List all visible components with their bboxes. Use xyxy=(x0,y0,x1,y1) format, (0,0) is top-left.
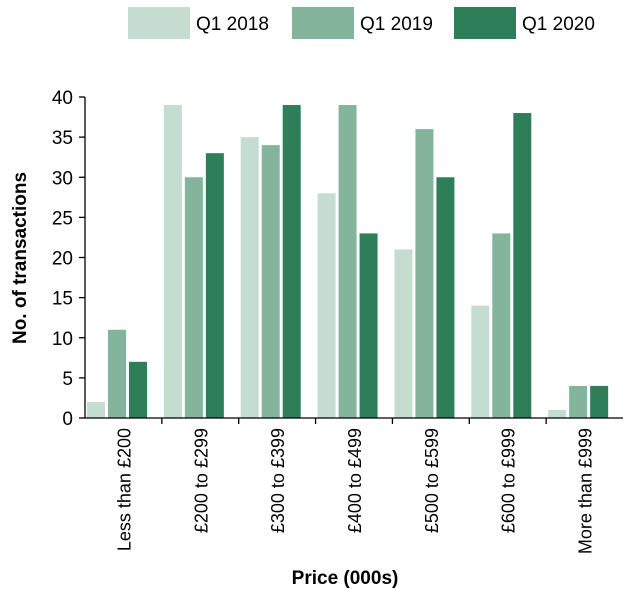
bar-3-2 xyxy=(205,153,224,419)
x-tick-label-4: £400 to £499 xyxy=(345,428,365,533)
bar-3-6 xyxy=(513,113,532,419)
bar-2-7 xyxy=(569,385,588,418)
y-tick-label-3: 15 xyxy=(52,289,73,310)
x-tick-label-2: £200 to £299 xyxy=(191,428,211,533)
legend-item-1: Q1 2018 xyxy=(128,7,269,39)
x-tick-label-5: £500 to £599 xyxy=(422,428,442,533)
y-tick-label-4: 20 xyxy=(52,249,73,270)
bar-2-6 xyxy=(492,233,511,418)
y-tick-label-6: 30 xyxy=(52,168,73,189)
bar-1-4 xyxy=(317,193,336,418)
bar-1-3 xyxy=(240,137,259,418)
y-tick-label-2: 10 xyxy=(52,329,73,350)
chart-legend: Q1 2018 Q1 2019 Q1 2020 xyxy=(128,7,595,39)
x-tick-label-6: £600 to £999 xyxy=(499,428,519,533)
bar-3-4 xyxy=(359,233,378,418)
bar-3-3 xyxy=(282,105,301,419)
legend-item-3: Q1 2020 xyxy=(454,7,595,39)
bar-1-1 xyxy=(87,401,105,418)
y-axis-label: No. of transactions xyxy=(10,172,31,344)
legend-item-2: Q1 2019 xyxy=(292,7,433,39)
x-tick-label-7: More than £999 xyxy=(576,428,596,554)
x-tick-label-3: £300 to £399 xyxy=(268,428,288,533)
bar-1-6 xyxy=(471,305,490,418)
bar-2-1 xyxy=(108,329,126,418)
legend-label-1: Q1 2018 xyxy=(196,14,269,35)
bar-1-2 xyxy=(163,105,182,419)
x-axis-label: Price (000s) xyxy=(292,568,399,589)
legend-swatch-2 xyxy=(292,7,354,39)
y-tick-label-0: 0 xyxy=(62,409,73,430)
y-tick-label-8: 40 xyxy=(52,88,73,109)
x-tick-label-1: Less than £200 xyxy=(114,428,134,551)
y-tick-label-1: 5 xyxy=(62,369,73,390)
y-tick-label-7: 35 xyxy=(52,128,73,149)
bar-2-2 xyxy=(184,177,203,418)
bar-3-7 xyxy=(590,385,609,418)
chart-axes: 0 5 10 15 20 25 30 35 40 Less than £200 £200 to £2… xyxy=(52,88,623,554)
bar-1-5 xyxy=(394,249,413,418)
bar-1-7 xyxy=(548,409,567,418)
legend-label-3: Q1 2020 xyxy=(522,14,595,35)
legend-swatch-3 xyxy=(454,7,516,39)
bar-2-5 xyxy=(415,129,434,418)
y-tick-label-5: 25 xyxy=(52,208,73,229)
chart-bars xyxy=(87,105,609,419)
legend-swatch-1 xyxy=(128,7,190,39)
bar-2-3 xyxy=(261,145,280,418)
legend-label-2: Q1 2019 xyxy=(360,14,433,35)
bar-2-4 xyxy=(338,105,357,419)
bar-3-1 xyxy=(129,361,147,418)
bar-3-5 xyxy=(436,177,455,418)
